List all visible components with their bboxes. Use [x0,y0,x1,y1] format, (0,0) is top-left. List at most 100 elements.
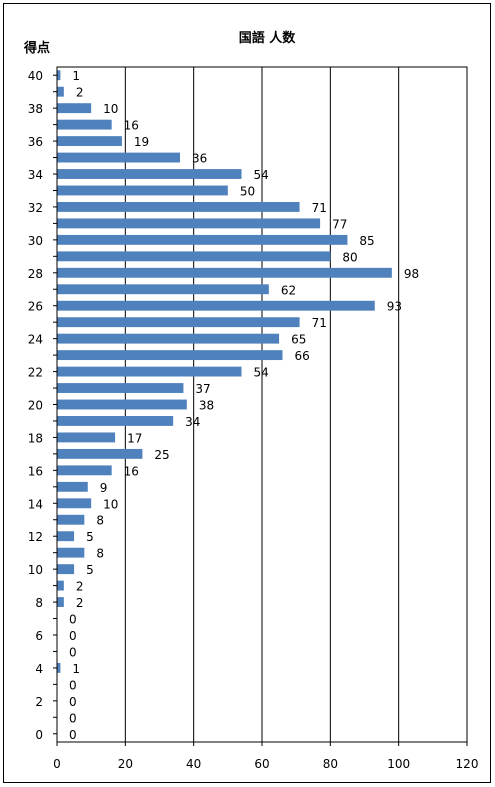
y-tick-label: 36 [28,135,43,149]
y-tick-label: 14 [28,497,43,511]
data-label: 17 [127,431,142,445]
x-tick-label: 40 [186,757,201,771]
bar [57,284,269,295]
data-label: 9 [100,481,108,495]
bar [57,366,242,377]
bar [57,350,283,361]
x-tick-label: 20 [118,757,133,771]
bar [57,136,122,147]
bar [57,448,143,459]
data-label: 1 [72,69,80,83]
bar [57,416,174,426]
y-tick-label: 12 [28,530,43,544]
data-label: 10 [103,497,118,511]
y-tick-label: 40 [28,69,43,83]
data-label: 8 [96,514,104,528]
data-label: 0 [69,645,77,659]
data-label: 0 [69,613,77,627]
bar [57,481,88,492]
data-label: 66 [295,349,310,363]
data-label: 65 [291,333,306,347]
y-tick-label: 32 [28,201,43,215]
x-tick-label: 100 [387,757,410,771]
bar [57,169,242,179]
bar [57,333,280,344]
bar [57,70,61,81]
bar [57,531,75,542]
y-tick-label: 24 [28,333,43,347]
y-tick-label: 28 [28,267,43,281]
y-axis-label: 得点 [23,40,50,56]
bar [57,432,116,443]
bar [57,514,85,525]
bar [57,86,64,97]
data-label: 0 [69,695,77,709]
bar [57,300,375,311]
bar [57,547,85,558]
bar [57,597,64,607]
y-tick-label: 16 [28,464,43,478]
data-label: 25 [154,448,169,462]
bar [57,119,112,130]
chart-frame: 国語 人数 得点 0 20 40 60 80 100 120 40 38 36 34 32 30 28 26… [3,3,491,783]
data-label: 62 [281,283,296,297]
data-label: 85 [359,234,374,248]
x-tick-label: 60 [254,757,269,771]
y-tick-label: 26 [28,300,43,314]
data-label: 0 [69,711,77,725]
x-tick-label: 80 [323,757,338,771]
bar [57,218,321,229]
y-tick-label: 4 [35,662,43,676]
data-label: 1 [72,662,80,676]
y-tick-label: 8 [35,596,43,610]
bar [57,498,92,509]
y-tick-label: 6 [35,629,43,643]
plot-area: 0 20 40 60 80 100 1204038363432302826242220181… [28,66,479,771]
data-label: 19 [134,135,149,149]
data-label: 93 [387,300,402,314]
data-label: 77 [332,217,347,231]
bar [57,662,61,673]
data-label: 36 [192,152,207,166]
bar [57,251,331,262]
x-tick-label: 120 [456,757,479,771]
data-label: 5 [86,563,94,577]
data-label: 16 [124,464,139,478]
data-label: 0 [69,678,77,692]
y-tick-label: 22 [28,366,43,380]
data-label: 5 [86,530,94,544]
data-label: 34 [185,415,200,429]
bar [57,580,64,591]
data-label: 80 [342,250,357,264]
data-label: 8 [96,547,104,561]
chart-title: 国語 人数 [239,30,297,46]
y-tick-label: 20 [28,399,43,413]
score-distribution-chart: 国語 人数 得点 0 20 40 60 80 100 1204038363432302826… [23,30,479,771]
bar [57,202,300,212]
data-label: 0 [69,629,77,643]
data-label: 2 [76,596,84,610]
data-label: 0 [69,728,77,742]
bar [57,267,392,278]
data-label: 98 [404,267,419,281]
bar [57,465,112,476]
y-tick-label: 30 [28,234,43,248]
bar [57,234,348,245]
data-label: 71 [312,201,327,215]
bar [57,317,300,328]
data-label: 50 [240,184,255,198]
bar [57,152,180,163]
bar [57,103,92,114]
data-label: 71 [312,316,327,330]
y-tick-label: 0 [35,728,43,742]
data-label: 54 [254,168,269,182]
data-label: 54 [254,366,269,380]
bar [57,383,184,393]
y-tick-label: 10 [28,563,43,577]
data-label: 10 [103,102,118,116]
y-tick-label: 34 [28,168,43,182]
data-label: 2 [76,580,84,594]
data-label: 37 [195,382,210,396]
data-label: 2 [76,86,84,100]
bar [57,185,228,196]
